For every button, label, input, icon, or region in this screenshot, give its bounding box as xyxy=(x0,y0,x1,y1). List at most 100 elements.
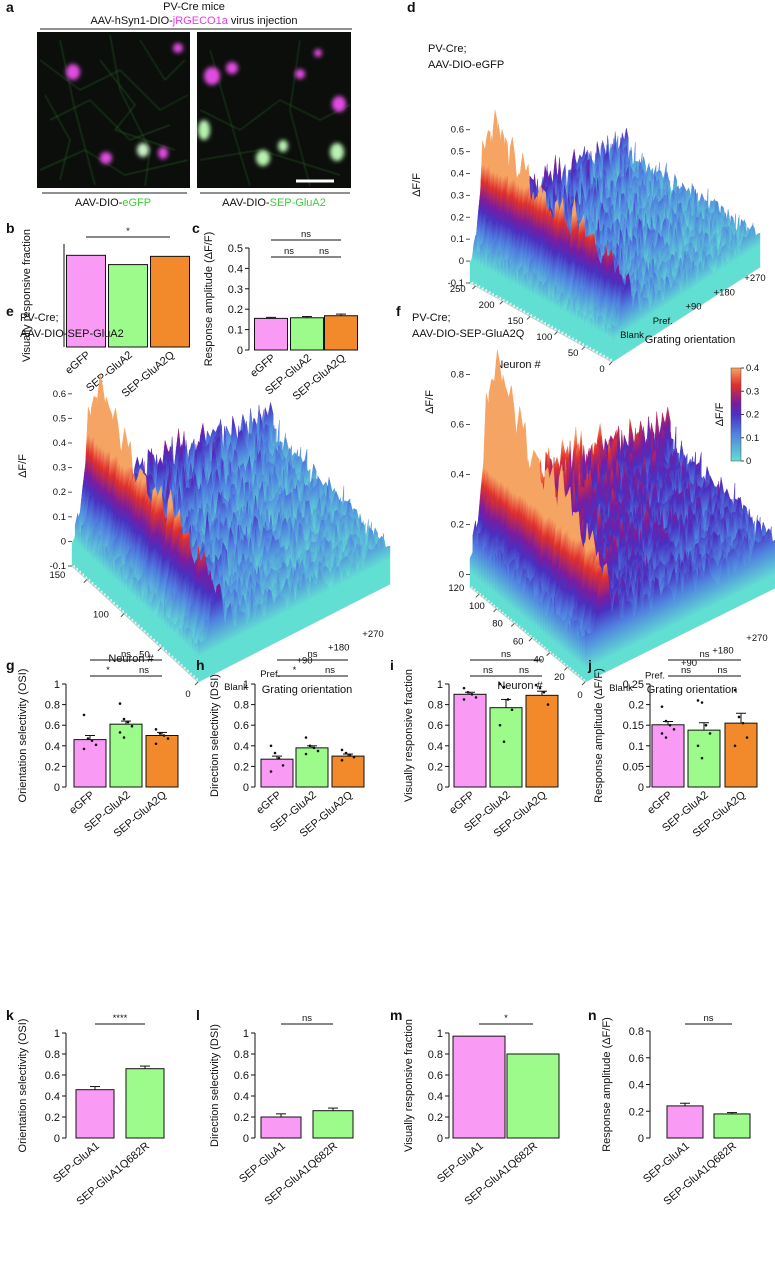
data-point xyxy=(340,748,344,752)
data-point xyxy=(118,702,122,705)
z-tick-label: 0.2 xyxy=(451,212,464,223)
y-tick-label: 120 xyxy=(448,583,464,594)
significance-label: ns xyxy=(501,649,511,660)
panel-letter: d xyxy=(407,0,416,15)
data-point xyxy=(534,683,538,687)
data-point xyxy=(122,736,126,739)
colorbar-tick-label: 0.4 xyxy=(746,363,759,374)
y-tick-label: 0.2 xyxy=(228,304,243,316)
bar xyxy=(145,735,179,788)
data-point xyxy=(470,693,474,696)
panel-letter: a xyxy=(6,0,14,15)
data-point xyxy=(704,723,708,727)
x-tick-label: eGFP xyxy=(248,352,278,380)
bar xyxy=(687,729,721,788)
bar xyxy=(453,693,487,788)
panel-title: PV-Cre; xyxy=(428,43,467,55)
panel-letter: h xyxy=(196,657,205,673)
x-tick-label: Blank xyxy=(620,330,644,341)
y-tick-label: 0.2 xyxy=(629,700,644,712)
label-part: AAV-DIO- xyxy=(222,197,270,209)
y-tick-label: 0.4 xyxy=(45,1091,60,1103)
y-tick-label: 0 xyxy=(437,1133,443,1145)
micrograph-right xyxy=(197,32,351,188)
y-tick-label: 0 xyxy=(185,689,190,700)
y-axis-label: Direction selectivity (DSI) xyxy=(209,674,221,797)
data-point xyxy=(462,698,466,701)
image-label: AAV-DIO-SEP-GluA2 xyxy=(222,197,326,209)
z-tick-label: 0.5 xyxy=(451,147,464,158)
x-tick-label: +180 xyxy=(328,642,349,653)
bar xyxy=(525,694,559,788)
significance-label: ns xyxy=(681,665,691,676)
y-tick-label: 0 xyxy=(638,782,644,794)
y-axis-label: Visually responsive fraction xyxy=(403,1019,415,1152)
z-tick-label: 0 xyxy=(459,570,464,581)
image-label: AAV-DIO-eGFP xyxy=(75,197,151,209)
data-point xyxy=(269,770,273,773)
x-tick-label: +90 xyxy=(681,658,697,669)
y-tick-label: 1 xyxy=(437,1028,443,1040)
data-point xyxy=(502,740,506,743)
y-tick xyxy=(499,300,504,305)
bar xyxy=(295,747,329,788)
surface-strip xyxy=(197,540,391,683)
y-tick-label: 0.2 xyxy=(428,1112,443,1124)
x-tick-label: SEP-GluA1 xyxy=(51,1140,102,1185)
x-axis-label: Grating orientation xyxy=(645,334,736,346)
significance-label: * xyxy=(126,226,130,237)
z-tick-label: 0.8 xyxy=(451,370,464,381)
surface-strip xyxy=(611,228,761,363)
significance-label: ns xyxy=(307,649,317,660)
significance-label: **** xyxy=(113,1013,128,1024)
y-tick-label: 80 xyxy=(492,619,503,630)
x-tick-label: +180 xyxy=(712,646,733,657)
y-tick-label: 0.8 xyxy=(234,700,249,712)
data-point xyxy=(660,705,664,708)
z-tick-label: 0.6 xyxy=(53,389,66,400)
y-tick-label: 100 xyxy=(469,601,485,612)
data-point xyxy=(316,749,320,753)
bar xyxy=(290,317,324,351)
y-tick xyxy=(120,613,125,618)
significance-label: ns xyxy=(717,665,727,676)
x-tick-label: eGFP xyxy=(645,789,675,817)
x-tick-label: +270 xyxy=(362,629,383,640)
bar xyxy=(713,1113,751,1139)
data-point xyxy=(154,728,158,731)
y-tick xyxy=(563,667,568,671)
subtitle-part: AAV-hSyn1-DIO- xyxy=(90,15,173,27)
x-tick-label: +90 xyxy=(296,656,312,667)
data-point xyxy=(733,688,737,692)
y-tick-label: 20 xyxy=(554,672,565,683)
x-tick-label: +270 xyxy=(746,633,767,644)
data-point xyxy=(154,742,158,746)
z-tick-label: 0.6 xyxy=(451,420,464,431)
y-tick-label: 0 xyxy=(437,782,443,794)
data-point xyxy=(82,747,86,751)
bar xyxy=(724,722,758,788)
y-tick-label: 0.2 xyxy=(428,761,443,773)
panel-letter: n xyxy=(588,1007,597,1023)
y-tick-label: 0.2 xyxy=(234,761,249,773)
y-tick xyxy=(581,681,586,686)
x-tick-label: Blank xyxy=(609,683,633,694)
bar xyxy=(108,264,148,348)
z-tick-label: 0 xyxy=(61,536,66,547)
x-tick-label: Pref. xyxy=(645,671,665,682)
significance-label: ns xyxy=(302,1013,312,1024)
significance-label: ns xyxy=(519,665,529,676)
y-tick-label: 0.8 xyxy=(45,700,60,712)
y-tick-label: 0.6 xyxy=(234,720,249,732)
data-point xyxy=(122,717,126,721)
surface-row xyxy=(611,228,761,363)
y-tick-label: 0.4 xyxy=(45,741,60,753)
y-tick-label: 0.5 xyxy=(228,243,243,255)
y-tick-label: 0.3 xyxy=(228,284,243,296)
panel-letter: j xyxy=(587,657,592,673)
y-tick-label: 0.2 xyxy=(45,1112,60,1124)
y-tick xyxy=(546,652,550,657)
colorbar-tick-label: 0 xyxy=(746,456,751,467)
data-point xyxy=(312,746,316,750)
